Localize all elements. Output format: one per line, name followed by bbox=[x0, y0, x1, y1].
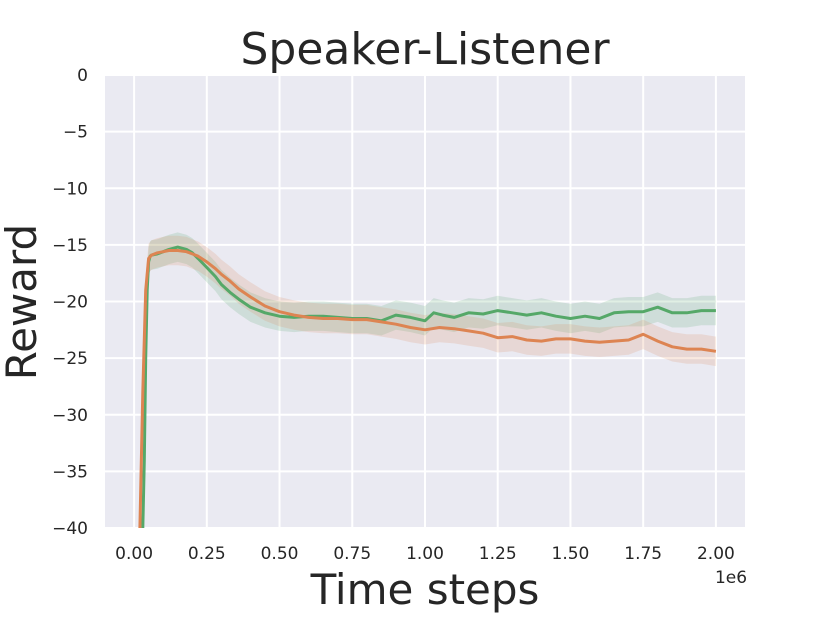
y-tick-label: 0 bbox=[77, 66, 88, 86]
series-band bbox=[139, 235, 716, 528]
y-tick-label: −30 bbox=[52, 406, 88, 426]
x-tick-label: 1.75 bbox=[624, 544, 662, 564]
y-axis-ticks: 0 −5 −10 −15 −20 −25 −30 −35 −40 bbox=[52, 66, 88, 539]
x-tick-label: 1.50 bbox=[552, 544, 590, 564]
y-tick-label: −10 bbox=[52, 179, 88, 199]
y-tick-label: −40 bbox=[52, 519, 88, 539]
x-axis-offset-label: 1e6 bbox=[715, 568, 747, 588]
series-band bbox=[142, 232, 716, 528]
noise-bands bbox=[139, 232, 716, 528]
y-axis-label: Reward bbox=[0, 224, 46, 380]
x-axis-label: Time steps bbox=[310, 565, 540, 614]
x-tick-label: 0.25 bbox=[188, 544, 226, 564]
x-tick-label: 0.50 bbox=[261, 544, 299, 564]
x-tick-label: 1.00 bbox=[406, 544, 444, 564]
x-tick-label: 0.75 bbox=[333, 544, 371, 564]
y-tick-label: −25 bbox=[52, 349, 88, 369]
x-tick-label: 1.25 bbox=[479, 544, 517, 564]
y-tick-label: −5 bbox=[63, 123, 88, 143]
x-axis-ticks: 0.00 0.25 0.50 0.75 1.00 1.25 1.50 1.75 2.00 bbox=[115, 544, 735, 564]
y-tick-label: −15 bbox=[52, 236, 88, 256]
y-tick-label: −35 bbox=[52, 462, 88, 482]
grid bbox=[105, 74, 745, 529]
series-line bbox=[138, 249, 717, 528]
y-tick-label: −20 bbox=[52, 293, 88, 313]
x-tick-label: 0.00 bbox=[115, 544, 153, 564]
chart-title: Speaker-Listener bbox=[240, 24, 610, 75]
series-lines bbox=[138, 245, 717, 528]
x-tick-label: 2.00 bbox=[697, 544, 735, 564]
